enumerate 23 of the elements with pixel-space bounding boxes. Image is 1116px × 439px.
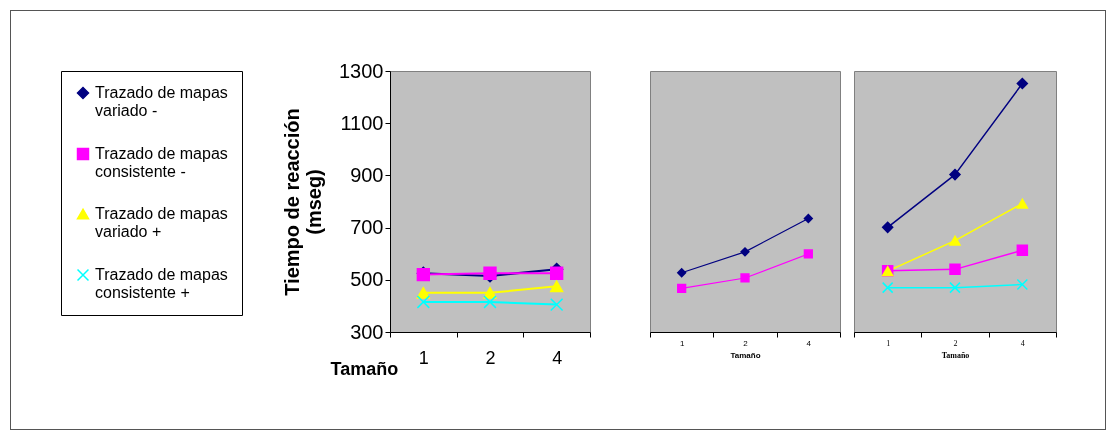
x-tick-label: 2 bbox=[953, 338, 958, 348]
y-tick-label: 700 bbox=[350, 216, 384, 239]
x-tick-label: 1 bbox=[418, 347, 429, 368]
x-axis-title: Tamaño bbox=[941, 350, 970, 360]
x-tick-label: 4 bbox=[552, 347, 563, 368]
legend-label: Trazado de mapas consistente + bbox=[95, 266, 228, 301]
x-axis-title: Tamaño bbox=[730, 350, 761, 360]
x-tick-label: 4 bbox=[806, 338, 812, 348]
x-tick-label: 1 bbox=[886, 338, 891, 348]
y-tick-label: 900 bbox=[350, 163, 384, 186]
y-tick-label: 300 bbox=[350, 320, 384, 343]
x-tick-label: 4 bbox=[1020, 338, 1025, 348]
legend-label: Trazado de mapas variado + bbox=[95, 205, 228, 240]
x-tick-label: 2 bbox=[743, 338, 749, 348]
y-tick-label: 500 bbox=[350, 268, 384, 291]
x-tick-label: 2 bbox=[485, 347, 496, 368]
x-axis-title: Tamaño bbox=[330, 358, 399, 379]
y-tick-label: 1100 bbox=[340, 111, 384, 134]
legend-label: Trazado de mapas variado - bbox=[95, 84, 228, 119]
x-tick-label: 1 bbox=[679, 338, 685, 348]
y-axis-title: Tiempo de reacción (mseg) bbox=[281, 108, 326, 296]
y-tick-label: 1300 bbox=[339, 59, 384, 82]
legend-label: Trazado de mapas consistente - bbox=[95, 145, 228, 180]
